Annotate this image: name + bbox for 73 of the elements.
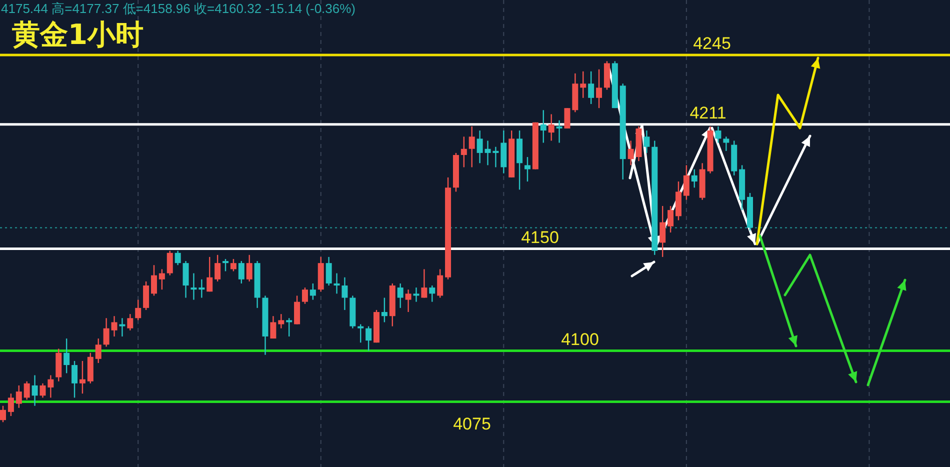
candlestick [103,318,110,348]
candlestick [596,68,602,109]
candlestick [437,268,444,298]
candlestick [405,288,412,313]
candlestick [8,392,14,417]
candlestick [246,254,252,282]
candlestick [413,286,420,302]
candlestick [24,380,30,400]
candlestick [95,338,102,364]
candlestick [32,374,38,406]
candlestick [79,360,86,394]
candlestick [111,315,118,338]
candlestick [72,360,78,398]
candlestick [182,260,189,298]
candlestick [644,130,650,154]
candlestick [16,384,22,408]
candlestick [270,315,276,340]
candlestick [691,168,698,188]
candlestick [198,278,205,298]
candlestick [683,164,690,200]
candlestick [421,268,428,298]
ref-line-label: 4245 [693,34,731,54]
ref-line-label: 4211 [690,103,726,122]
candlestick [476,130,483,164]
candlestick [222,258,229,272]
candlestick [302,286,308,304]
candlestick [381,297,388,323]
candlestick [278,313,284,329]
candlestick [668,205,674,234]
candlestick [238,260,244,284]
candlestick [230,258,236,272]
candlestick [580,70,586,98]
candlestick [0,405,6,423]
candlestick [715,126,722,144]
candlestick [166,250,173,276]
candlestick [556,120,562,144]
candlestick [310,282,316,300]
candlestick [540,110,546,144]
candlestick [127,313,134,331]
candlestick [214,254,221,282]
candlestick [135,299,142,321]
candlestick [48,374,54,398]
candlestick [723,136,730,152]
candlestick [294,295,300,325]
candlestick [564,107,570,130]
candlestick [524,156,530,182]
candlestick [366,326,372,352]
candlestick [548,114,554,142]
candlestick [150,264,157,296]
candlestick [429,284,436,302]
candlestick [286,318,292,338]
candlestick [397,282,404,309]
candlestick [64,338,70,374]
candlestick [326,256,332,286]
text: 黄金1小时 [11,18,144,51]
candlestick [358,324,364,344]
candlestick [588,70,594,105]
candlestick [342,276,348,311]
candlestick [174,250,181,266]
candlestick [334,272,340,294]
candlestick [468,126,475,168]
candlestick [119,318,126,338]
annotation: 4175.44 高=4177.37 低=4158.96 收=4160.32 -15.14 (-0.36%) [1,1,356,16]
candlestick [206,256,213,292]
candlestick [158,268,165,290]
ref-line-label: 4100 [561,330,599,349]
ref-line-label: 4150 [521,228,559,247]
candlestick [143,280,150,311]
candlestick [660,205,666,258]
ref-line-label: 4075 [453,414,491,434]
candlestick [190,272,197,300]
candlestick [40,382,46,398]
candlestick [460,136,467,168]
